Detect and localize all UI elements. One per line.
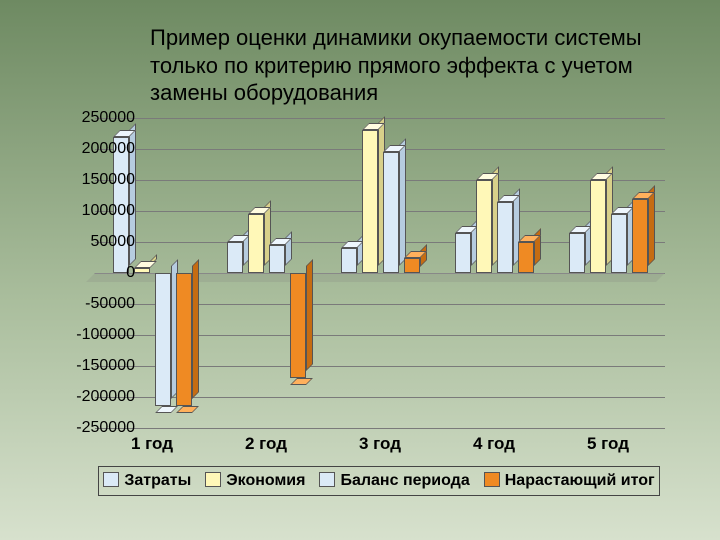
bar-2-1 [227, 242, 243, 273]
chart-legend: Затраты Экономия Баланс периода Нарастающий… [98, 466, 660, 496]
legend-swatch [484, 472, 500, 487]
y-axis-label: 200000 [60, 140, 135, 158]
bar-2-2 [248, 214, 264, 273]
bar-3-4 [404, 258, 420, 274]
y-axis-label: 100000 [60, 202, 135, 220]
x-axis-label: 4 год [447, 434, 542, 454]
bar-5-1 [569, 233, 585, 273]
bar-2-3 [269, 245, 285, 273]
grid-line [95, 118, 665, 119]
bar-4-1 [455, 233, 471, 273]
bar-5-3 [611, 214, 627, 273]
x-axis-label: 2 год [219, 434, 314, 454]
bar-3-3 [383, 152, 399, 273]
y-axis-label: -100000 [60, 326, 135, 344]
bar-3-2 [362, 130, 378, 273]
bar-2-4 [290, 273, 306, 378]
legend-item: Нарастающий итог [484, 472, 655, 490]
bar-4-3 [497, 202, 513, 273]
x-axis-label: 5 год [561, 434, 656, 454]
bar-1-3 [155, 273, 171, 406]
chart-plot-area [95, 118, 665, 428]
x-axis-label: 3 год [333, 434, 428, 454]
legend-swatch [319, 472, 335, 487]
bar-5-2 [590, 180, 606, 273]
y-axis-label: 250000 [60, 109, 135, 127]
bar-5-4 [632, 199, 648, 273]
grid-line [95, 428, 665, 429]
chart-title: Пример оценки динамики окупаемости систе… [150, 24, 670, 107]
legend-item: Баланс периода [319, 472, 469, 490]
y-axis-label: 150000 [60, 171, 135, 189]
legend-item: Затраты [103, 472, 191, 490]
y-axis-label: -150000 [60, 357, 135, 375]
legend-item: Экономия [205, 472, 305, 490]
y-axis-label: -50000 [60, 295, 135, 313]
y-axis-label: 0 [60, 264, 135, 282]
legend-swatch [103, 472, 119, 487]
legend-swatch [205, 472, 221, 487]
bar-1-4 [176, 273, 192, 406]
bar-4-2 [476, 180, 492, 273]
bar-3-1 [341, 248, 357, 273]
y-axis-label: 50000 [60, 233, 135, 251]
x-axis-label: 1 год [105, 434, 200, 454]
y-axis-label: -200000 [60, 388, 135, 406]
bar-4-4 [518, 242, 534, 273]
bar-1-2 [134, 268, 150, 273]
